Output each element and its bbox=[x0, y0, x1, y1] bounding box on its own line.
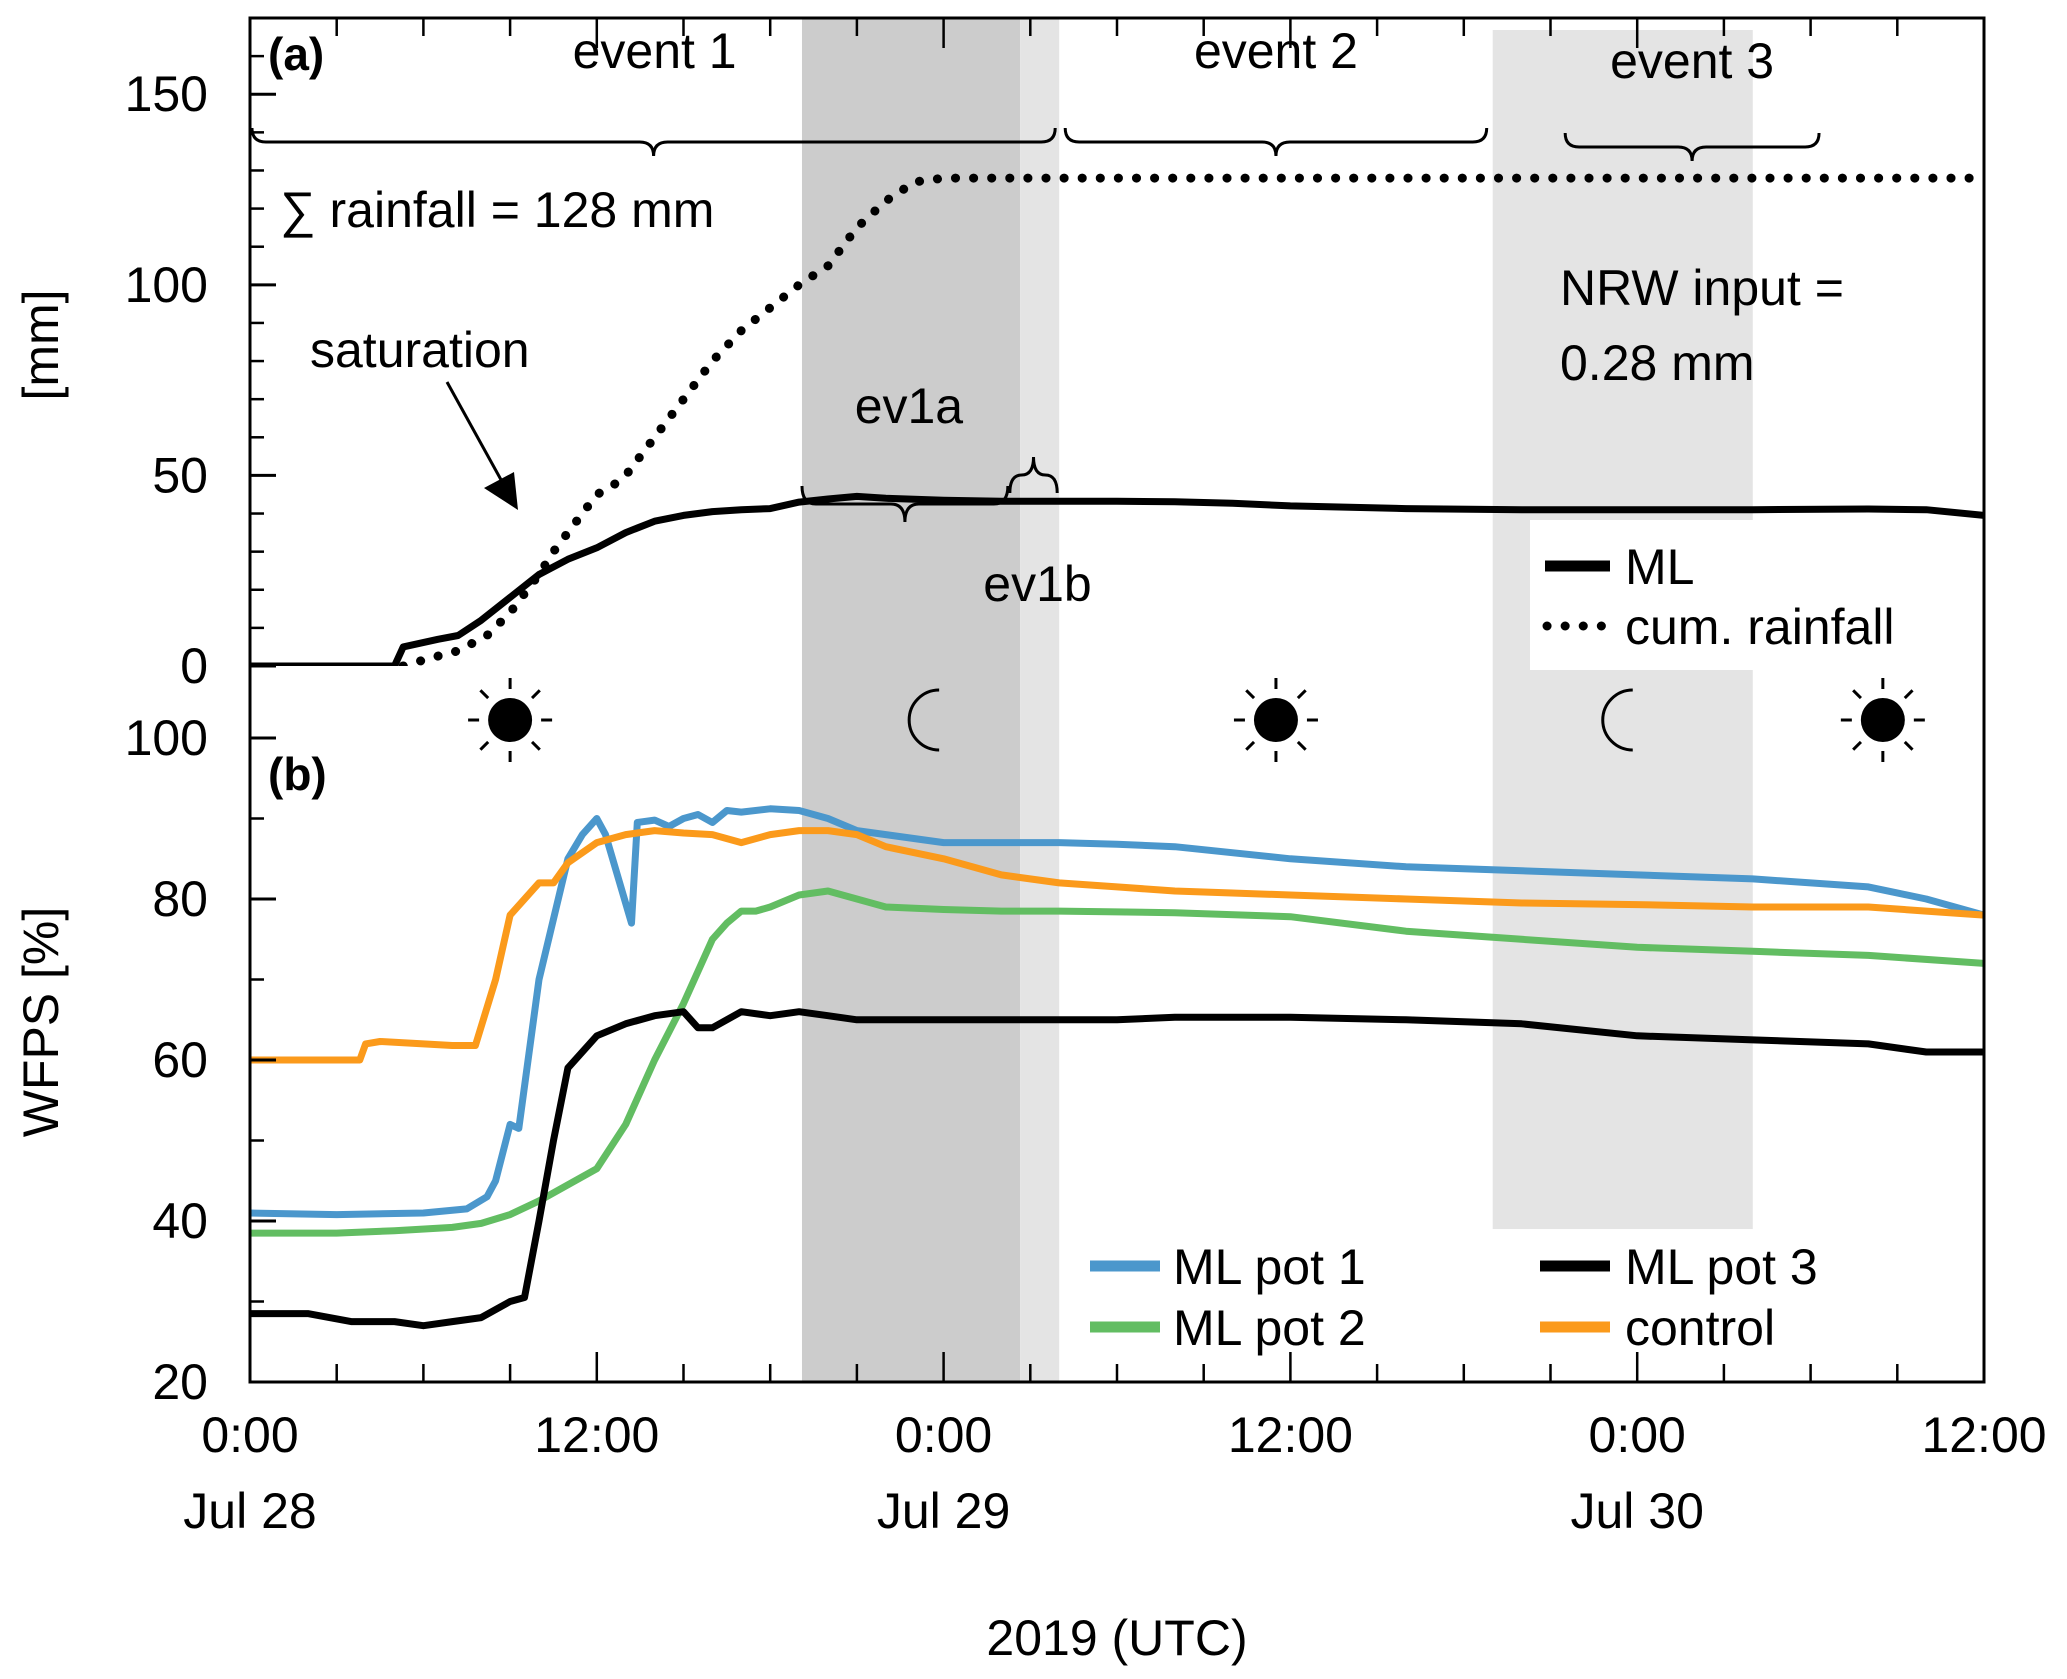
brace-ev1b bbox=[1008, 456, 1059, 494]
panel-b-y-axis-title: WFPS [%] bbox=[13, 907, 69, 1138]
x-tick-date-label: Jul 28 bbox=[183, 1483, 316, 1539]
sun-ray bbox=[1852, 689, 1862, 700]
panel-b: (b) 20 40 60 80 100 WFPS [%] ML pot 1 ML pot… bbox=[13, 710, 1984, 1410]
sun-ray bbox=[479, 689, 490, 700]
panel-a-tick-label: 150 bbox=[125, 66, 208, 122]
sun-ray bbox=[1296, 740, 1307, 751]
x-tick-time-label: 12:00 bbox=[1228, 1407, 1353, 1463]
sun-ray bbox=[1852, 740, 1862, 751]
legend-rainfall-label: cum. rainfall bbox=[1625, 599, 1895, 655]
series-ml bbox=[250, 492, 1984, 666]
legend-ml-label: ML bbox=[1625, 539, 1694, 595]
sun-ray bbox=[1296, 689, 1307, 700]
brace-ev1a bbox=[800, 485, 1010, 523]
saturation-arrow bbox=[445, 381, 518, 510]
sun-icon bbox=[1840, 678, 1925, 762]
label-ev1b: ev1b bbox=[983, 556, 1091, 612]
panel-a-y-axis-title: [mm] bbox=[13, 289, 69, 400]
x-tick-time-label: 12:00 bbox=[1921, 1407, 2046, 1463]
sun-icon bbox=[468, 678, 553, 762]
panel-a-y-axis: 0 50 100 150 bbox=[125, 16, 276, 694]
sun-icon bbox=[1233, 678, 1318, 762]
panel-b-y-axis: 20 40 60 80 100 bbox=[125, 710, 276, 1410]
legend-control-label: control bbox=[1625, 1300, 1775, 1356]
sun-ray bbox=[479, 740, 490, 751]
panel-b-tick-label: 80 bbox=[152, 871, 208, 927]
panel-a-legend: ML cum. rainfall bbox=[1542, 539, 1895, 655]
day-night-icons bbox=[468, 678, 1925, 762]
x-tick-time-label: 0:00 bbox=[895, 1407, 992, 1463]
panel-a-legend-background bbox=[1530, 520, 1970, 670]
panel-b-tick-label: 20 bbox=[152, 1354, 208, 1410]
moon-icon bbox=[907, 688, 940, 752]
label-event-2: event 2 bbox=[1194, 23, 1358, 79]
brace-event-2 bbox=[1063, 127, 1489, 157]
nrw-input-line2: 0.28 mm bbox=[1560, 335, 1755, 391]
sun-ray bbox=[1903, 740, 1914, 751]
panel-a-label: (a) bbox=[268, 28, 324, 80]
moon-icon bbox=[1601, 688, 1633, 752]
rainfall-sum-annotation: ∑ rainfall = 128 mm bbox=[280, 182, 714, 238]
event-braces: event 1 event 2 event 3 ev1a ev1b bbox=[250, 23, 1821, 612]
panel-a-tick-label: 0 bbox=[180, 638, 208, 694]
brace-event-1 bbox=[250, 127, 1057, 157]
series-ml-pot-2 bbox=[250, 887, 1984, 1237]
panel-a-tick-label: 100 bbox=[125, 257, 208, 313]
panel-b-legend: ML pot 1 ML pot 2 ML pot 3 control bbox=[1090, 1239, 1818, 1356]
x-tick-date-label: Jul 29 bbox=[877, 1483, 1010, 1539]
label-event-3: event 3 bbox=[1610, 33, 1774, 89]
panel-a: (a) event 1 event 2 event 3 ev1a ev1b ∑ rain… bbox=[13, 16, 1984, 694]
legend-ml-pot-1-label: ML pot 1 bbox=[1173, 1239, 1366, 1295]
series-cum-rainfall bbox=[398, 173, 1984, 666]
x-axis: 0:00 Jul 28 12:00 0:00 Jul 29 12:00 0:00 Jul 30… bbox=[183, 18, 2047, 1539]
label-event-1: event 1 bbox=[573, 23, 737, 79]
sun-disc bbox=[488, 698, 533, 742]
series-ml-pot-3 bbox=[250, 1008, 1984, 1330]
label-ev1a: ev1a bbox=[855, 378, 964, 434]
series-control bbox=[250, 827, 1984, 1064]
x-tick-time-label: 0:00 bbox=[201, 1407, 298, 1463]
legend-ml-pot-3-label: ML pot 3 bbox=[1625, 1239, 1818, 1295]
saturation-label: saturation bbox=[310, 322, 530, 378]
sun-ray bbox=[530, 689, 541, 700]
x-tick-time-label: 0:00 bbox=[1589, 1407, 1686, 1463]
panel-b-tick-label: 60 bbox=[152, 1032, 208, 1088]
nrw-input-line1: NRW input = bbox=[1560, 260, 1844, 316]
brace-event-3 bbox=[1563, 132, 1821, 162]
panel-a-tick-label: 50 bbox=[152, 447, 208, 503]
legend-ml-pot-2-label: ML pot 2 bbox=[1173, 1300, 1366, 1356]
shade-band-2 bbox=[1020, 18, 1060, 1382]
panel-a-series bbox=[250, 173, 1984, 666]
sun-ray bbox=[530, 740, 541, 751]
x-tick-date-label: Jul 30 bbox=[1570, 1483, 1703, 1539]
sun-ray bbox=[1245, 689, 1256, 700]
sun-ray bbox=[1245, 740, 1256, 751]
sun-disc bbox=[1253, 698, 1298, 742]
series-ml-pot-1 bbox=[250, 805, 1984, 1219]
panel-b-label: (b) bbox=[268, 748, 327, 800]
sun-ray bbox=[1903, 689, 1914, 700]
x-axis-title: 2019 (UTC) bbox=[986, 1610, 1247, 1666]
x-tick-time-label: 12:00 bbox=[534, 1407, 659, 1463]
moon-crescent bbox=[1601, 688, 1633, 752]
moon-crescent bbox=[907, 688, 940, 752]
panel-b-tick-label: 40 bbox=[152, 1193, 208, 1249]
panel-b-tick-label: 100 bbox=[125, 710, 208, 766]
panel-b-series bbox=[250, 805, 1984, 1330]
shade-band-1 bbox=[801, 18, 1021, 1382]
sun-disc bbox=[1860, 698, 1905, 742]
